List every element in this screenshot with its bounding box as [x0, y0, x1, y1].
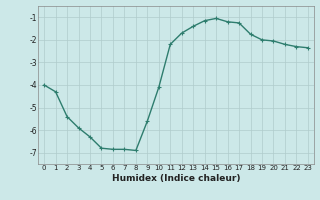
X-axis label: Humidex (Indice chaleur): Humidex (Indice chaleur) — [112, 174, 240, 183]
